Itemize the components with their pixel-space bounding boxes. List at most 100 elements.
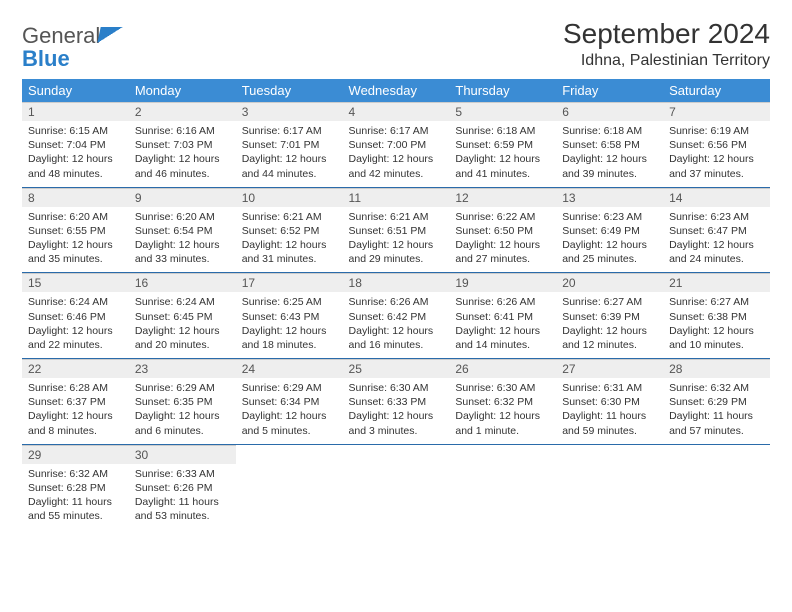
calendar-day-cell: .. [449,444,556,529]
day-content: Sunrise: 6:22 AMSunset: 6:50 PMDaylight:… [449,207,556,273]
calendar-day-cell: 2Sunrise: 6:16 AMSunset: 7:03 PMDaylight… [129,102,236,187]
calendar-day-cell: 9Sunrise: 6:20 AMSunset: 6:54 PMDaylight… [129,187,236,273]
logo-text: GeneralBlue [22,24,121,71]
day-number: 13 [556,188,663,207]
calendar-week-row: 8Sunrise: 6:20 AMSunset: 6:55 PMDaylight… [22,187,770,273]
calendar-day-cell: 25Sunrise: 6:30 AMSunset: 6:33 PMDayligh… [343,359,450,445]
location: Idhna, Palestinian Territory [563,52,770,70]
day-number: 25 [343,359,450,378]
day-number: 19 [449,273,556,292]
calendar-day-cell: 30Sunrise: 6:33 AMSunset: 6:26 PMDayligh… [129,444,236,529]
day-content: Sunrise: 6:16 AMSunset: 7:03 PMDaylight:… [129,121,236,187]
day-content: Sunrise: 6:29 AMSunset: 6:35 PMDaylight:… [129,378,236,444]
day-number: 4 [343,102,450,121]
day-content: Sunrise: 6:30 AMSunset: 6:32 PMDaylight:… [449,378,556,444]
calendar-day-cell: .. [556,444,663,529]
day-number: 15 [22,273,129,292]
weekday-header: Friday [556,79,663,102]
weekday-header: Tuesday [236,79,343,102]
calendar-table: SundayMondayTuesdayWednesdayThursdayFrid… [22,79,770,529]
logo-flag-icon [98,27,123,43]
day-number: 22 [22,359,129,378]
day-content: Sunrise: 6:23 AMSunset: 6:49 PMDaylight:… [556,207,663,273]
day-content: Sunrise: 6:32 AMSunset: 6:28 PMDaylight:… [22,464,129,530]
day-number: 28 [663,359,770,378]
day-number: 26 [449,359,556,378]
day-content: Sunrise: 6:18 AMSunset: 6:59 PMDaylight:… [449,121,556,187]
day-number: 16 [129,273,236,292]
day-content: Sunrise: 6:26 AMSunset: 6:41 PMDaylight:… [449,292,556,358]
day-content: Sunrise: 6:28 AMSunset: 6:37 PMDaylight:… [22,378,129,444]
day-number: 9 [129,188,236,207]
day-number: 8 [22,188,129,207]
header: GeneralBlue September 2024 Idhna, Palest… [22,18,770,71]
day-number: 12 [449,188,556,207]
day-number: 30 [129,445,236,464]
day-content: Sunrise: 6:15 AMSunset: 7:04 PMDaylight:… [22,121,129,187]
day-number: 6 [556,102,663,121]
calendar-day-cell: 23Sunrise: 6:29 AMSunset: 6:35 PMDayligh… [129,359,236,445]
calendar-day-cell: 14Sunrise: 6:23 AMSunset: 6:47 PMDayligh… [663,187,770,273]
calendar-day-cell: 21Sunrise: 6:27 AMSunset: 6:38 PMDayligh… [663,273,770,359]
day-number: 7 [663,102,770,121]
day-content: Sunrise: 6:27 AMSunset: 6:39 PMDaylight:… [556,292,663,358]
weekday-header: Saturday [663,79,770,102]
calendar-day-cell: 7Sunrise: 6:19 AMSunset: 6:56 PMDaylight… [663,102,770,187]
day-content: Sunrise: 6:20 AMSunset: 6:54 PMDaylight:… [129,207,236,273]
logo-word-2: Blue [22,46,70,71]
day-number: 27 [556,359,663,378]
calendar-day-cell: 1Sunrise: 6:15 AMSunset: 7:04 PMDaylight… [22,102,129,187]
day-content: Sunrise: 6:29 AMSunset: 6:34 PMDaylight:… [236,378,343,444]
calendar-day-cell: 20Sunrise: 6:27 AMSunset: 6:39 PMDayligh… [556,273,663,359]
calendar-day-cell: 29Sunrise: 6:32 AMSunset: 6:28 PMDayligh… [22,444,129,529]
calendar-day-cell: 5Sunrise: 6:18 AMSunset: 6:59 PMDaylight… [449,102,556,187]
day-content: Sunrise: 6:21 AMSunset: 6:52 PMDaylight:… [236,207,343,273]
logo-word-1: General [22,23,100,48]
calendar-day-cell: 24Sunrise: 6:29 AMSunset: 6:34 PMDayligh… [236,359,343,445]
day-number: 23 [129,359,236,378]
calendar-day-cell: .. [236,444,343,529]
day-content: Sunrise: 6:26 AMSunset: 6:42 PMDaylight:… [343,292,450,358]
day-number: 11 [343,188,450,207]
calendar-day-cell: 27Sunrise: 6:31 AMSunset: 6:30 PMDayligh… [556,359,663,445]
day-content: Sunrise: 6:27 AMSunset: 6:38 PMDaylight:… [663,292,770,358]
calendar-day-cell: 28Sunrise: 6:32 AMSunset: 6:29 PMDayligh… [663,359,770,445]
calendar-day-cell: 10Sunrise: 6:21 AMSunset: 6:52 PMDayligh… [236,187,343,273]
calendar-day-cell: 17Sunrise: 6:25 AMSunset: 6:43 PMDayligh… [236,273,343,359]
day-number: 17 [236,273,343,292]
calendar-day-cell: 26Sunrise: 6:30 AMSunset: 6:32 PMDayligh… [449,359,556,445]
weekday-header-row: SundayMondayTuesdayWednesdayThursdayFrid… [22,79,770,102]
weekday-header: Monday [129,79,236,102]
day-content: Sunrise: 6:30 AMSunset: 6:33 PMDaylight:… [343,378,450,444]
calendar-day-cell: 19Sunrise: 6:26 AMSunset: 6:41 PMDayligh… [449,273,556,359]
day-content: Sunrise: 6:31 AMSunset: 6:30 PMDaylight:… [556,378,663,444]
calendar-day-cell: 18Sunrise: 6:26 AMSunset: 6:42 PMDayligh… [343,273,450,359]
day-content: Sunrise: 6:33 AMSunset: 6:26 PMDaylight:… [129,464,236,530]
calendar-day-cell: 6Sunrise: 6:18 AMSunset: 6:58 PMDaylight… [556,102,663,187]
day-number: 29 [22,445,129,464]
day-content: Sunrise: 6:18 AMSunset: 6:58 PMDaylight:… [556,121,663,187]
day-number: 10 [236,188,343,207]
weekday-header: Thursday [449,79,556,102]
calendar-day-cell: .. [343,444,450,529]
calendar-week-row: 15Sunrise: 6:24 AMSunset: 6:46 PMDayligh… [22,273,770,359]
day-content: Sunrise: 6:17 AMSunset: 7:00 PMDaylight:… [343,121,450,187]
calendar-week-row: 29Sunrise: 6:32 AMSunset: 6:28 PMDayligh… [22,444,770,529]
month-title: September 2024 [563,18,770,50]
calendar-body: 1Sunrise: 6:15 AMSunset: 7:04 PMDaylight… [22,102,770,529]
day-number: 3 [236,102,343,121]
day-content: Sunrise: 6:32 AMSunset: 6:29 PMDaylight:… [663,378,770,444]
day-content: Sunrise: 6:23 AMSunset: 6:47 PMDaylight:… [663,207,770,273]
day-content: Sunrise: 6:20 AMSunset: 6:55 PMDaylight:… [22,207,129,273]
weekday-header: Sunday [22,79,129,102]
day-number: 1 [22,102,129,121]
calendar-day-cell: 4Sunrise: 6:17 AMSunset: 7:00 PMDaylight… [343,102,450,187]
calendar-day-cell: 3Sunrise: 6:17 AMSunset: 7:01 PMDaylight… [236,102,343,187]
calendar-day-cell: 13Sunrise: 6:23 AMSunset: 6:49 PMDayligh… [556,187,663,273]
logo: GeneralBlue [22,18,121,71]
day-number: 20 [556,273,663,292]
calendar-week-row: 1Sunrise: 6:15 AMSunset: 7:04 PMDaylight… [22,102,770,187]
calendar-day-cell: 22Sunrise: 6:28 AMSunset: 6:37 PMDayligh… [22,359,129,445]
day-content: Sunrise: 6:25 AMSunset: 6:43 PMDaylight:… [236,292,343,358]
calendar-day-cell: 16Sunrise: 6:24 AMSunset: 6:45 PMDayligh… [129,273,236,359]
